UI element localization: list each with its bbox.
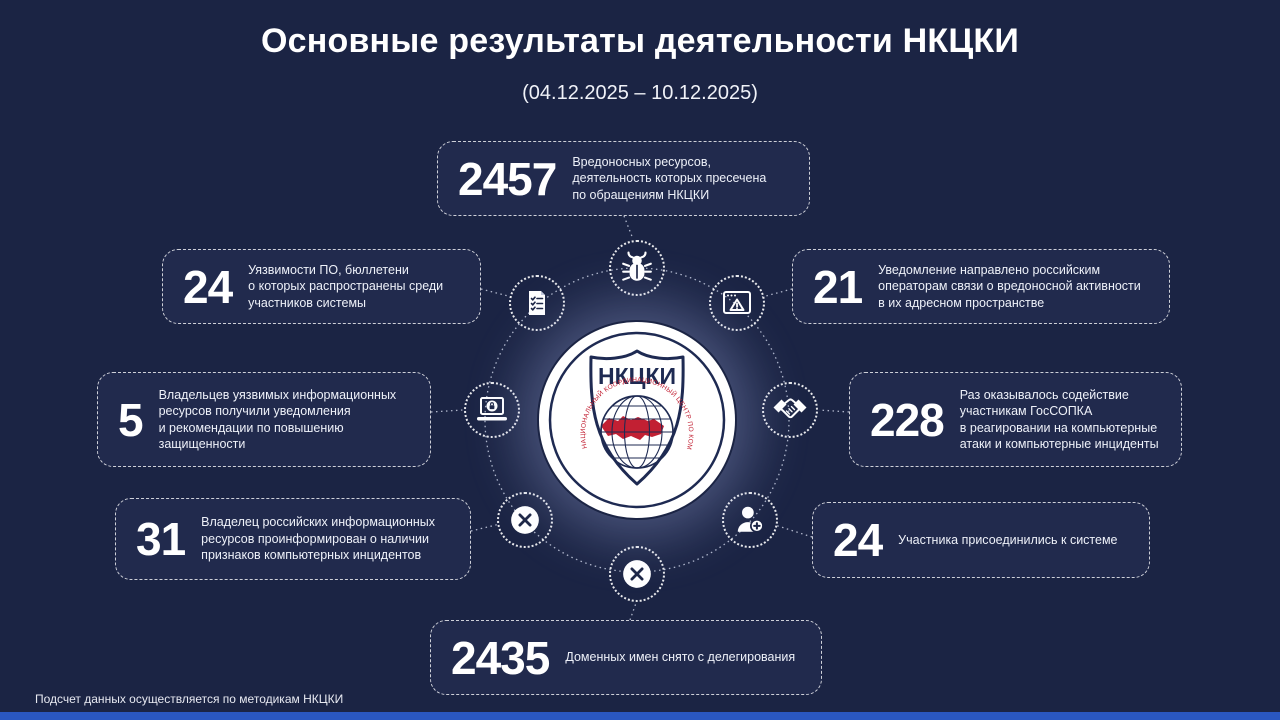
browser-warning-icon	[709, 275, 765, 331]
page-title: Основные результаты деятельности НКЦКИ	[261, 22, 1019, 60]
person-plus-icon	[722, 492, 778, 548]
stat-value: 2457	[458, 152, 557, 205]
stat-card-incident-notifications: 31 Владелец российских информационных ре…	[115, 498, 471, 580]
stat-value: 24	[183, 260, 233, 313]
checklist-icon	[509, 275, 565, 331]
stat-label: Уязвимости ПО, бюллетени о которых распр…	[248, 262, 444, 310]
stat-card-vulnerability-bulletins: 24 Уязвимости ПО, бюллетени о которых ра…	[162, 249, 481, 324]
stat-card-owner-recommendations: 5 Владельцев уязвимых информационных рес…	[97, 372, 431, 467]
stat-card-malicious-resources: 2457 Вредоносных ресурсов, деятельность …	[437, 141, 810, 216]
stat-value: 5	[118, 393, 144, 446]
stat-value: 24	[833, 514, 883, 566]
bug-icon	[609, 240, 665, 296]
stat-label: Владельцев уязвимых информационных ресур…	[158, 387, 397, 452]
stat-value: 2435	[451, 631, 550, 684]
stat-label: Доменных имен снято с делегирования	[565, 650, 796, 665]
page-subtitle: (04.12.2025 – 10.12.2025)	[522, 82, 758, 104]
x-circle-icon	[497, 492, 553, 548]
stat-value: 21	[813, 260, 863, 313]
stat-label: Уведомление направлено российским операт…	[878, 262, 1141, 310]
stat-card-operator-notifications: 21 Уведомление направлено российским опе…	[792, 249, 1170, 324]
stat-value: 31	[136, 513, 186, 565]
stat-label: Вредоносных ресурсов, деятельность котор…	[572, 154, 767, 202]
stat-value: 228	[870, 393, 945, 446]
stat-label: Владелец российских информационных ресур…	[201, 515, 436, 563]
footnote: Подсчет данных осуществляется по методик…	[35, 692, 344, 706]
handshake-icon	[762, 382, 818, 438]
stat-label: Участника присоединились к системе	[898, 532, 1118, 547]
bottom-accent-bar	[0, 712, 1280, 720]
nkcki-emblem: НКЦКИ НАЦИОНАЛЬНЫЙ КООРДИНАЦИОННЫЙ ЦЕНТР…	[534, 315, 737, 520]
laptop-lock-icon	[464, 382, 520, 438]
stat-card-domains-delegation: 2435 Доменных имен снято с делегирования	[430, 620, 822, 695]
stat-card-gossopka-assistance: 228 Раз оказывалось содействие участника…	[849, 372, 1182, 467]
stat-label: Раз оказывалось содействие участникам Го…	[959, 387, 1159, 452]
emblem-label: НКЦКИ	[598, 363, 676, 389]
x-circle-icon	[609, 546, 665, 602]
stat-card-new-participants: 24 Участника присоединились к системе	[812, 502, 1150, 578]
